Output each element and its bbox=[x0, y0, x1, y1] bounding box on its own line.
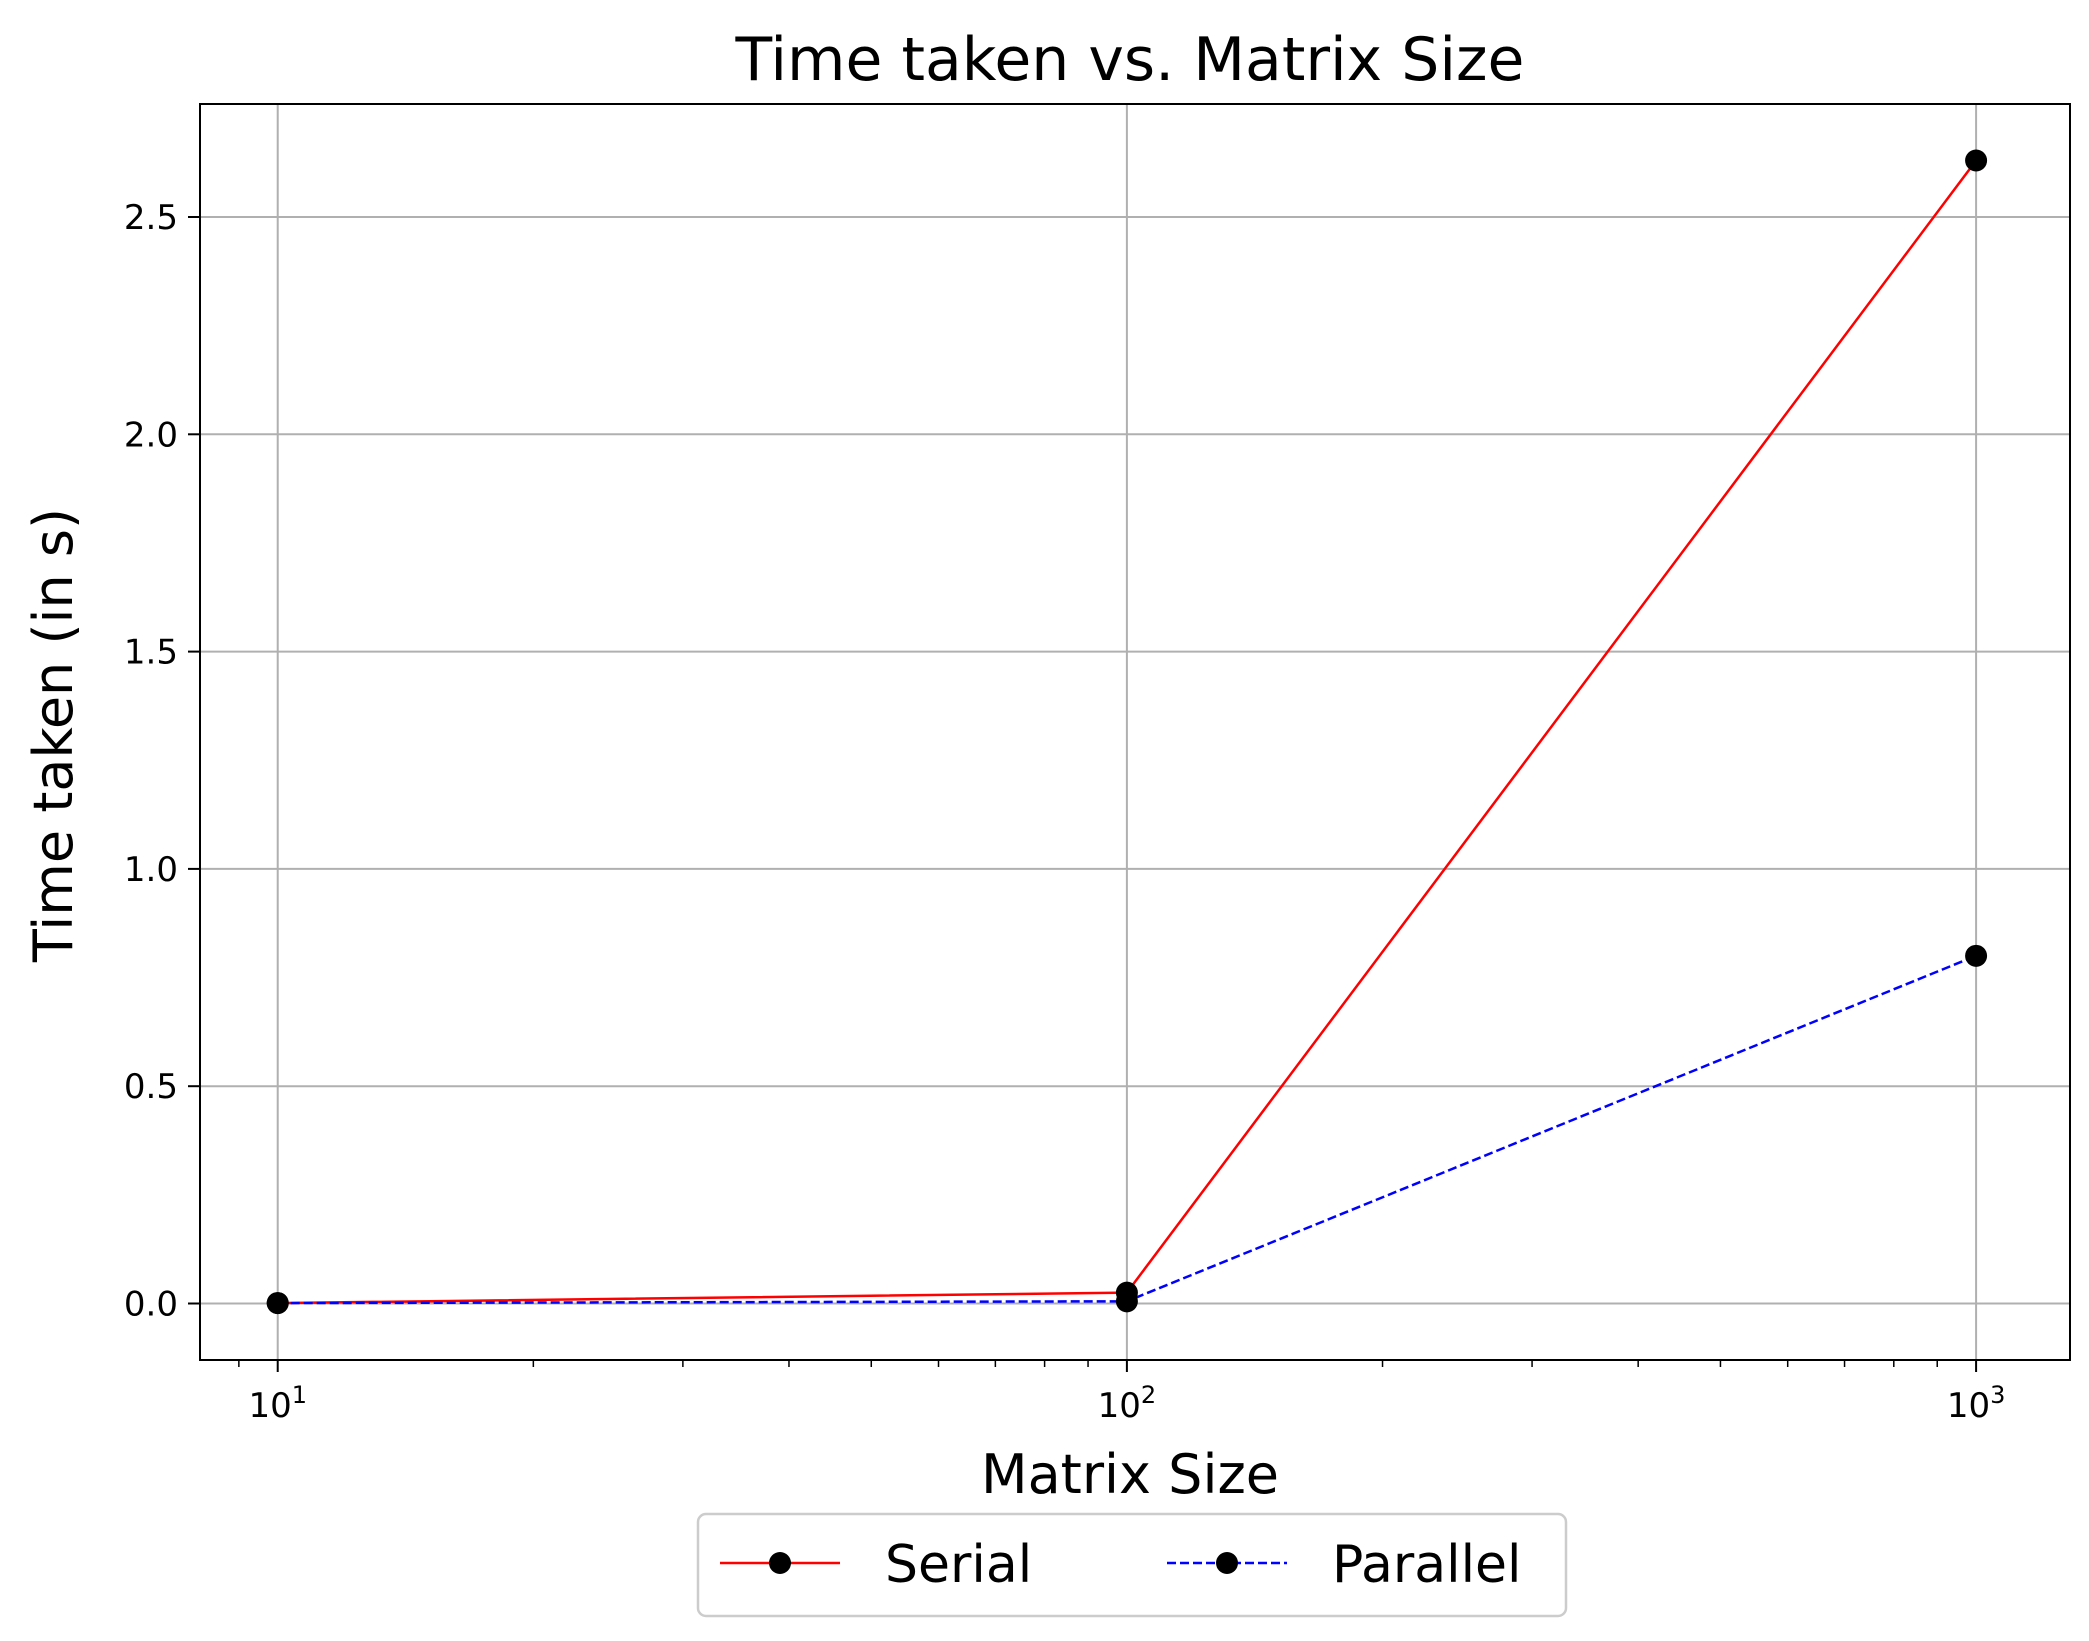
chart-title: Time taken vs. Matrix Size bbox=[735, 25, 1525, 95]
legend-parallel-label: Parallel bbox=[1332, 1535, 1521, 1595]
series-markers bbox=[266, 149, 1988, 1315]
x-axis-ticks: 101 102 103 bbox=[238, 1360, 2006, 1426]
grid bbox=[200, 104, 2070, 1360]
y-tick-label: 2.0 bbox=[124, 415, 178, 455]
y-axis-label: Time taken (in s) bbox=[22, 508, 85, 963]
legend-parallel-marker bbox=[1216, 1552, 1238, 1574]
y-axis-ticks: 0.0 0.5 1.0 1.5 2.0 2.5 bbox=[124, 198, 200, 1325]
legend-box bbox=[696, 1512, 1568, 1618]
x-tick-label: 103 bbox=[1947, 1381, 2006, 1426]
x-tick-label: 101 bbox=[248, 1381, 307, 1426]
y-tick-label: 2.5 bbox=[124, 198, 178, 238]
legend-serial-label: Serial bbox=[885, 1535, 1032, 1595]
parallel-point bbox=[1965, 944, 1988, 967]
y-tick-label: 1.0 bbox=[124, 850, 178, 890]
legend: Serial Parallel bbox=[696, 1512, 1568, 1618]
legend-serial-marker bbox=[769, 1552, 791, 1574]
x-tick-label: 102 bbox=[1098, 1381, 1157, 1426]
y-tick-label: 0.0 bbox=[124, 1285, 178, 1325]
serial-point bbox=[1965, 149, 1988, 172]
y-tick-label: 1.5 bbox=[124, 633, 178, 673]
y-tick-label: 0.5 bbox=[124, 1067, 178, 1107]
plot-frame bbox=[199, 103, 2071, 1361]
parallel-point bbox=[266, 1292, 289, 1315]
parallel-point bbox=[1115, 1290, 1138, 1313]
x-axis-label: Matrix Size bbox=[981, 1443, 1279, 1506]
